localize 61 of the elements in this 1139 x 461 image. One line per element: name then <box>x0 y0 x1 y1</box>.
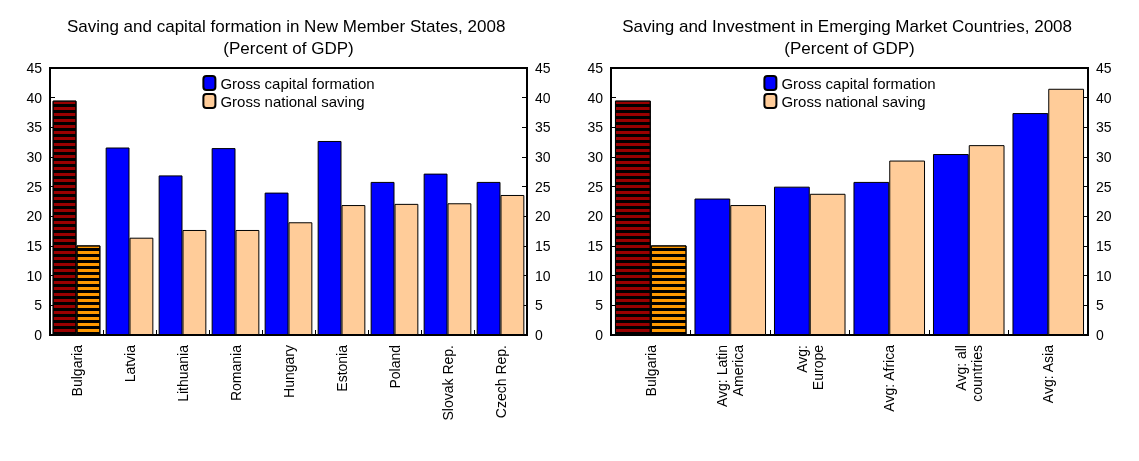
y-tick-label: 20 <box>26 208 43 225</box>
y-tick-label: 10 <box>26 267 43 284</box>
legend-label: Gross national saving <box>220 92 365 110</box>
y2-tick-label: 10 <box>535 267 551 284</box>
y-tick-label: 45 <box>26 60 43 76</box>
x-tick-label: Latvia <box>121 344 138 383</box>
x-tick-label: Estonia <box>333 344 350 392</box>
x-tick-label: Avg: Africa <box>881 344 898 412</box>
y-tick-label: 0 <box>595 327 604 343</box>
y2-tick-label: 45 <box>535 60 551 76</box>
y2-tick-label: 35 <box>535 119 551 136</box>
y-tick-label: 30 <box>587 149 604 165</box>
y2-tick-label: 15 <box>535 238 551 254</box>
y-tick-label: 40 <box>587 89 604 106</box>
x-tick-label: Avg: Latin America <box>714 344 747 408</box>
x-tick-label: Romania <box>227 344 244 402</box>
y2-tick-label: 5 <box>535 297 543 314</box>
x-tick-label: Slovak Rep. <box>439 345 456 421</box>
y2-tick-label: 0 <box>1096 327 1104 343</box>
y-tick-label: 5 <box>34 297 43 314</box>
y-tick-label: 25 <box>587 178 604 195</box>
y2-tick-label: 35 <box>1096 119 1112 136</box>
y-tick-label: 35 <box>26 119 43 136</box>
x-tick-label: Lithuania <box>174 344 191 402</box>
y-tick-label: 15 <box>26 238 43 254</box>
x-tick-label: Czech Rep. <box>492 345 509 419</box>
y2-tick-label: 0 <box>535 327 543 343</box>
y-tick-label: 25 <box>26 178 43 195</box>
y2-tick-label: 5 <box>1096 297 1104 314</box>
y2-tick-label: 25 <box>1096 178 1112 195</box>
legend-label: Gross capital formation <box>781 74 936 92</box>
x-tick-label: Poland <box>386 345 403 389</box>
x-tick-label: Hungary <box>280 345 297 398</box>
y-tick-label: 40 <box>26 89 43 106</box>
y2-tick-label: 15 <box>1096 238 1112 254</box>
x-tick-label: Avg: Europe <box>793 344 826 391</box>
x-tick-label: Bulgaria <box>68 344 85 397</box>
legend-label: Gross national saving <box>781 92 926 110</box>
x-tick-label: Avg: Asia <box>1040 344 1057 404</box>
y-tick-label: 35 <box>587 119 604 136</box>
y-tick-label: 0 <box>34 327 43 343</box>
y-tick-label: 5 <box>595 297 604 314</box>
y2-tick-label: 30 <box>535 149 551 165</box>
y2-tick-label: 20 <box>1096 208 1112 225</box>
y2-tick-label: 20 <box>535 208 551 225</box>
y-tick-label: 45 <box>587 60 604 76</box>
y2-tick-label: 40 <box>1096 89 1112 106</box>
y-tick-label: 20 <box>587 208 604 225</box>
y-tick-label: 30 <box>26 149 43 165</box>
y2-tick-label: 45 <box>1096 60 1112 76</box>
y2-tick-label: 40 <box>535 89 551 106</box>
y2-tick-label: 10 <box>1096 267 1112 284</box>
y-tick-label: 15 <box>587 238 604 254</box>
x-tick-label: Avg: all countries <box>952 345 985 402</box>
x-tick-label: Bulgaria <box>642 344 659 397</box>
chart-title: Saving and Investment in Emerging Market Countries, 2008 (Percent of GDP) <box>622 16 1077 58</box>
y-tick-label: 10 <box>587 267 604 284</box>
chart-title: Saving and capital formation in New Member States, 2008 (Percent of GDP) <box>66 16 511 58</box>
y2-tick-label: 25 <box>535 178 551 195</box>
y2-tick-label: 30 <box>1096 149 1112 165</box>
legend-label: Gross capital formation <box>220 74 375 92</box>
